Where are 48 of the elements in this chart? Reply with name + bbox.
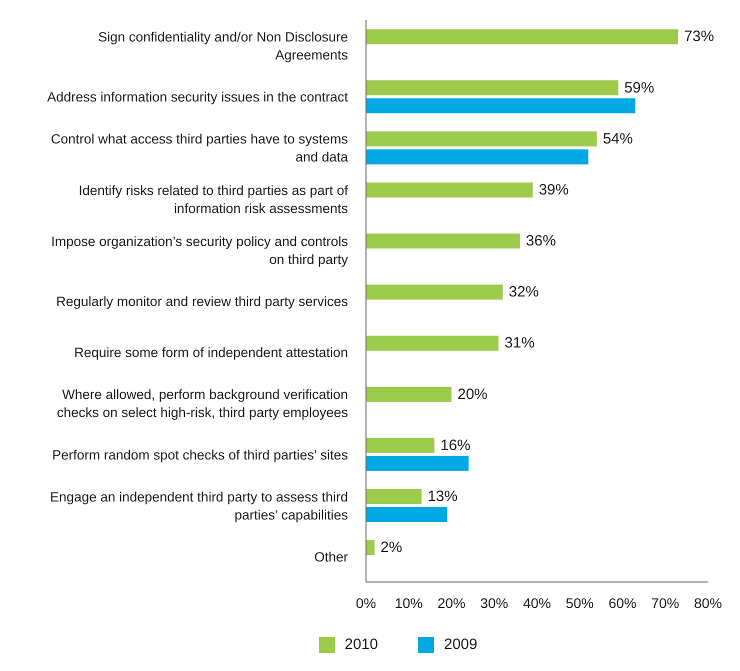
legend-label: 2009 — [444, 636, 478, 653]
x-tick-label: 70% — [651, 594, 680, 611]
y-tick-label: Address information security issues in the contract — [47, 89, 348, 104]
bar — [366, 149, 588, 164]
bar — [366, 234, 520, 249]
data-label: 73% — [684, 28, 714, 46]
bar — [366, 540, 375, 556]
bar — [366, 98, 636, 114]
x-tick-label: 80% — [694, 594, 722, 611]
bar — [366, 80, 618, 96]
data-label: 16% — [440, 436, 470, 454]
bar — [366, 182, 533, 198]
y-tick-label: Sign confidentiality and/or Non Disclosure Agreements — [98, 29, 348, 62]
y-tick-label: Control what access third parties have to systems and data — [50, 131, 348, 164]
data-label: 13% — [428, 488, 458, 506]
data-label: 36% — [526, 232, 556, 250]
bar — [366, 29, 678, 44]
y-tick-label: Impose organization’s security policy and controls on third party — [51, 233, 348, 266]
x-tick-label: 50% — [566, 594, 594, 611]
data-label: 32% — [508, 284, 539, 301]
bar — [366, 438, 434, 453]
y-tick-label: Engage an independent third party to assess third parties’ capabilities — [50, 488, 348, 522]
x-tick-label: 20% — [437, 594, 466, 611]
y-tick-label: Where allowed, perform background verification checks on select high-risk, third party employees — [56, 386, 348, 420]
data-label: 59% — [624, 79, 654, 96]
y-tick-label: Perform random spot checks of third parties’ sites — [52, 446, 348, 462]
data-label: 54% — [602, 130, 633, 148]
x-tick-label: 60% — [608, 594, 637, 611]
x-tick-label: 40% — [522, 594, 552, 611]
y-tick-label: Regularly monitor and review third party services — [56, 294, 348, 308]
data-label: 39% — [538, 181, 569, 198]
data-label: 31% — [504, 334, 535, 352]
x-tick-label: 30% — [480, 594, 508, 611]
bar — [366, 336, 499, 351]
bar — [366, 131, 597, 146]
bar — [366, 489, 422, 504]
legend-label: 2010 — [344, 636, 378, 653]
bar — [366, 456, 469, 471]
y-tick-label: Require some form of independent attestation — [74, 344, 348, 360]
bar — [366, 386, 452, 402]
x-tick-label: 10% — [394, 594, 423, 611]
x-tick-label: 0% — [356, 594, 376, 611]
y-tick-label: Identify risks related to third parties as part of information risk assessments — [78, 182, 348, 216]
y-tick-label: Other — [314, 548, 348, 564]
data-label: 20% — [458, 386, 488, 403]
bar — [366, 507, 448, 522]
data-label: 2% — [380, 539, 402, 556]
bar — [366, 284, 503, 300]
